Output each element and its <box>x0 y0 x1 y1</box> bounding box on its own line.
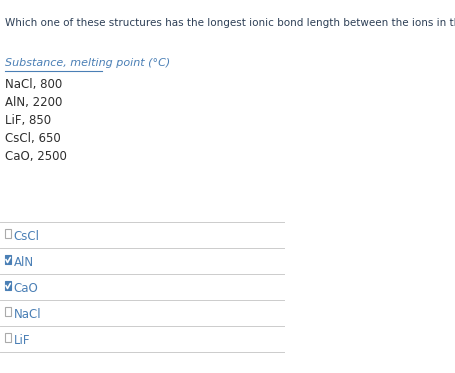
Text: NaCl: NaCl <box>14 308 41 321</box>
Bar <box>5 281 10 290</box>
Bar <box>5 333 10 342</box>
Text: CaO, 2500: CaO, 2500 <box>5 150 67 163</box>
Bar <box>5 255 10 264</box>
Bar <box>5 229 10 238</box>
Text: CsCl: CsCl <box>14 230 40 243</box>
Text: CaO: CaO <box>14 282 38 295</box>
Text: LiF: LiF <box>14 334 30 347</box>
Text: LiF, 850: LiF, 850 <box>5 114 51 127</box>
Text: AlN: AlN <box>14 256 34 269</box>
Text: CsCl, 650: CsCl, 650 <box>5 132 61 145</box>
Bar <box>5 307 10 316</box>
Text: AlN, 2200: AlN, 2200 <box>5 96 62 109</box>
Text: Which one of these structures has the longest ionic bond length between the ions: Which one of these structures has the lo… <box>5 18 455 28</box>
Text: Substance, melting point (°C): Substance, melting point (°C) <box>5 58 170 68</box>
Text: NaCl, 800: NaCl, 800 <box>5 78 62 91</box>
